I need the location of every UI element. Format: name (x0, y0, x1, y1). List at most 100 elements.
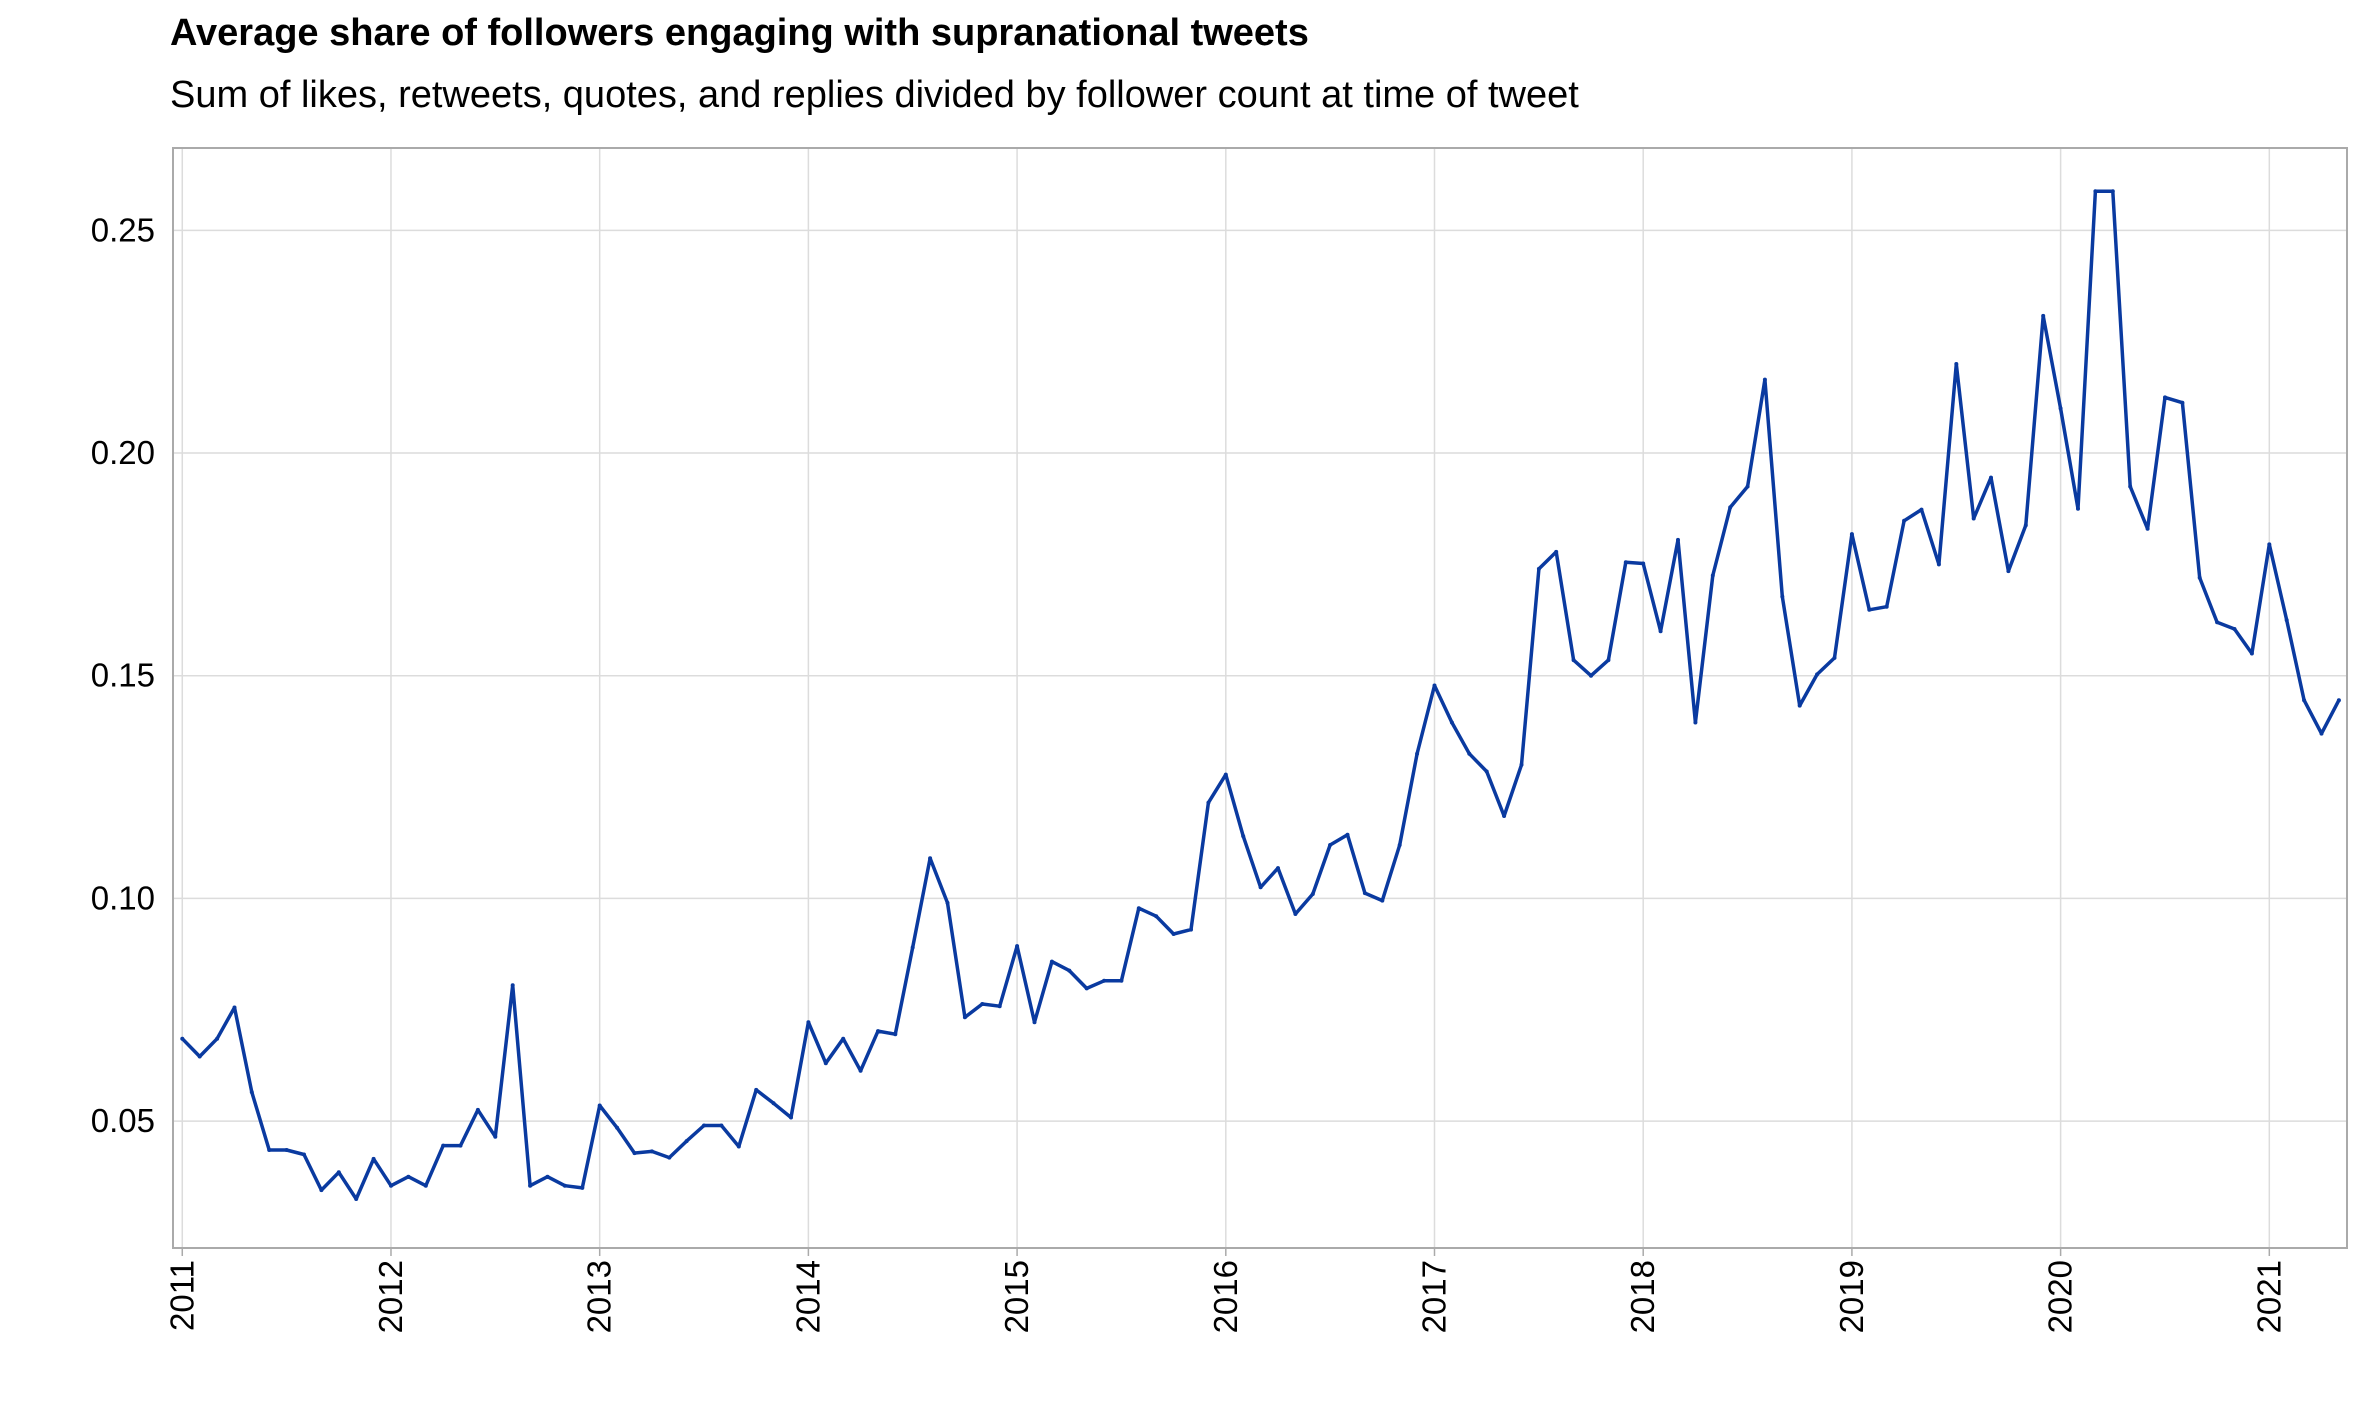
data-point (1502, 814, 1507, 818)
data-point (1954, 362, 1959, 366)
plot-frame (172, 147, 2348, 1256)
data-point (1780, 594, 1785, 599)
data-point (2267, 542, 2272, 547)
data-point (1867, 607, 1872, 612)
data-point (215, 1036, 220, 1041)
data-point (1745, 484, 1750, 489)
chart-subtitle: Sum of likes, retweets, quotes, and repl… (170, 74, 1579, 116)
data-point (302, 1152, 306, 1157)
data-point (1032, 1020, 1037, 1025)
data-point (1171, 932, 1176, 936)
data-point (1241, 834, 1246, 839)
data-point (2197, 575, 2202, 580)
data-point (2249, 651, 2254, 656)
data-point (1849, 532, 1854, 537)
data-point (789, 1115, 793, 1120)
series-layer (180, 189, 2341, 1201)
data-point (1519, 762, 1524, 767)
data-point (2180, 400, 2185, 405)
data-point (615, 1125, 620, 1130)
data-point (1102, 978, 1107, 983)
data-point (1119, 978, 1124, 983)
x-tick-label: 2014 (789, 1260, 826, 1333)
data-point (336, 1170, 341, 1175)
data-point (1084, 986, 1089, 991)
data-point (980, 1002, 985, 1006)
series-line (180, 189, 2341, 1201)
data-point (406, 1174, 411, 1179)
data-point (1449, 720, 1454, 725)
data-point (702, 1123, 706, 1128)
data-point (2319, 731, 2324, 736)
data-point (2284, 618, 2289, 623)
data-point (1015, 944, 1020, 949)
data-point (319, 1188, 324, 1193)
data-point (562, 1183, 567, 1188)
y-tick-label: 0.10 (91, 879, 155, 916)
grid-lines (173, 148, 2347, 1248)
data-point (1432, 683, 1437, 688)
x-tick-label: 2019 (1833, 1260, 1870, 1333)
data-point (1623, 560, 1628, 565)
data-point (1902, 518, 1907, 523)
data-point (1067, 968, 1072, 973)
data-point (1815, 672, 1820, 677)
data-point (910, 945, 915, 950)
data-point (232, 1005, 237, 1010)
data-point (2163, 395, 2167, 400)
data-point (249, 1090, 254, 1095)
data-point (1919, 507, 1924, 512)
data-point (736, 1144, 741, 1149)
chart-title: Average share of followers engaging with… (170, 12, 1309, 54)
data-point (1310, 892, 1315, 896)
data-point (1293, 912, 1298, 916)
x-tick-label: 2015 (998, 1260, 1035, 1333)
data-point (649, 1149, 654, 1154)
data-point (441, 1143, 446, 1148)
data-point (841, 1036, 846, 1041)
data-point (1693, 720, 1698, 725)
data-point (962, 1015, 967, 1020)
x-axis-tick-labels: 2011 2012 2013 2014 2015 2016 2017 2018 2019 2020… (163, 1260, 2287, 1333)
data-point (1380, 898, 1385, 903)
data-point (1832, 655, 1837, 660)
data-point (1971, 516, 1976, 521)
x-tick-label: 2020 (2042, 1260, 2079, 1333)
data-point (2336, 698, 2341, 703)
data-point (180, 1036, 185, 1041)
data-point (997, 1004, 1002, 1009)
data-point (2302, 698, 2307, 703)
data-point (2093, 189, 2098, 194)
data-point (1658, 629, 1663, 634)
data-point (2058, 406, 2063, 411)
data-point (1762, 377, 1767, 382)
data-point (1571, 658, 1576, 663)
x-tick-label: 2017 (1415, 1260, 1452, 1333)
x-tick-label: 2011 (163, 1260, 200, 1331)
data-point (632, 1151, 637, 1156)
y-tick-label: 0.15 (91, 657, 155, 694)
data-point (597, 1103, 602, 1108)
y-tick-label: 0.25 (91, 211, 155, 248)
data-point (1223, 772, 1228, 777)
data-point (2128, 484, 2133, 489)
x-tick-label: 2021 (2250, 1260, 2287, 1333)
data-point (545, 1174, 550, 1179)
data-point (2023, 523, 2028, 528)
data-point (945, 900, 950, 905)
data-point (719, 1123, 724, 1128)
data-point (806, 1020, 811, 1025)
data-point (823, 1061, 828, 1066)
data-point (1415, 751, 1420, 756)
data-point (876, 1029, 880, 1034)
x-tick-label: 2016 (1207, 1260, 1244, 1333)
data-point (1258, 885, 1263, 890)
data-point (1362, 891, 1367, 896)
y-tick-label: 0.05 (91, 1102, 155, 1139)
data-point (1606, 658, 1611, 663)
data-point (1797, 703, 1802, 708)
data-point (475, 1107, 480, 1112)
data-point (2110, 189, 2115, 194)
data-point (1136, 906, 1141, 911)
data-point (771, 1101, 776, 1106)
